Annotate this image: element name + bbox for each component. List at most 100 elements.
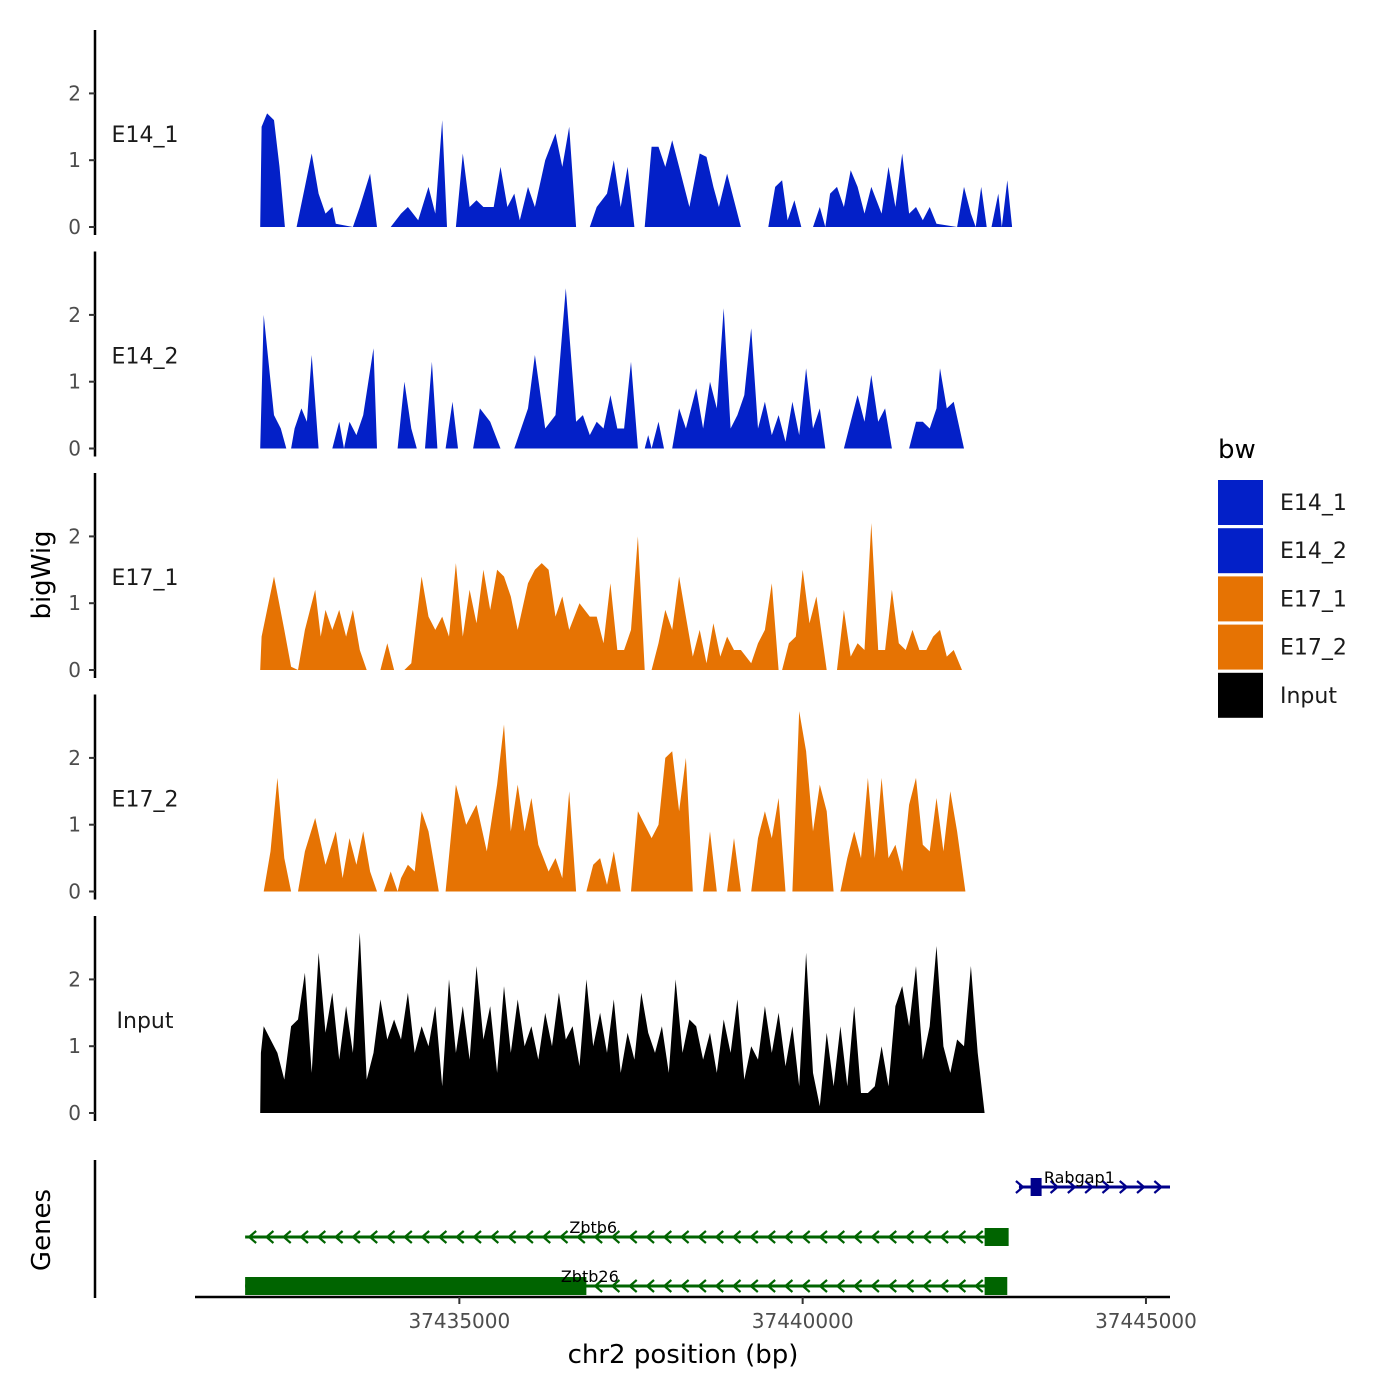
strand-arrow	[472, 1230, 482, 1244]
legend-label: E17_2	[1280, 636, 1347, 661]
track-label: E17_1	[112, 566, 179, 591]
y-tick-label: 0	[68, 1101, 81, 1125]
x-tick-label: 37435000	[408, 1309, 510, 1333]
strand-arrow	[714, 1230, 724, 1244]
strand-arrow	[904, 1279, 915, 1293]
y-tick-label: 2	[68, 303, 81, 327]
y-tick-label: 1	[68, 1034, 81, 1058]
coverage-area-E17_1	[260, 523, 962, 670]
gene-Rabgap1: Rabgap1	[1015, 1168, 1170, 1196]
x-tick-label: 37440000	[752, 1309, 854, 1333]
strand-arrow	[247, 1230, 257, 1244]
legend-swatch	[1218, 672, 1263, 718]
strand-arrow	[956, 1230, 967, 1244]
strand-arrow	[506, 1230, 517, 1244]
strand-arrow	[835, 1230, 846, 1244]
strand-arrow	[299, 1230, 309, 1244]
strand-arrow	[282, 1230, 292, 1244]
coverage-area-Input	[260, 932, 985, 1113]
y-tick-label: 1	[68, 148, 81, 172]
y-tick-label: 2	[68, 746, 81, 770]
strand-arrow	[489, 1230, 500, 1244]
track-Input: 0 1 2 Input	[68, 916, 985, 1125]
strand-arrow	[783, 1230, 794, 1244]
legend-title: bw	[1218, 435, 1256, 465]
gene-label: Zbtb26	[561, 1267, 619, 1286]
strand-arrow	[1101, 1180, 1112, 1194]
strand-arrow	[749, 1279, 759, 1293]
y-tick-label: 1	[68, 370, 81, 394]
legend-label: E14_1	[1280, 491, 1347, 516]
strand-arrow	[714, 1279, 724, 1293]
coverage-area-E14_1	[260, 113, 1013, 227]
strand-arrow	[593, 1230, 603, 1244]
exon	[984, 1277, 1008, 1295]
gene-label: Rabgap1	[1044, 1168, 1115, 1187]
strand-arrow	[731, 1279, 742, 1293]
strand-arrow	[455, 1230, 465, 1244]
strand-arrow	[697, 1230, 707, 1244]
y-tick-label: 1	[68, 813, 81, 837]
legend-swatch	[1218, 480, 1263, 525]
strand-arrow	[749, 1230, 759, 1244]
strand-arrow	[801, 1230, 811, 1244]
coverage-area-E17_2	[263, 711, 966, 892]
exon	[984, 1228, 1009, 1246]
genes-axis-title: Genes	[27, 1189, 57, 1271]
y-axis-title: bigWig	[27, 530, 57, 619]
y-tick-label: 0	[68, 658, 81, 682]
strand-arrow	[801, 1279, 811, 1293]
strand-arrow	[1084, 1180, 1094, 1194]
track-E14_1: 0 1 2 E14_1	[68, 30, 1013, 239]
strand-arrow	[939, 1279, 949, 1293]
strand-arrow	[1119, 1180, 1129, 1194]
y-tick-label: 0	[68, 215, 81, 239]
strand-arrow	[420, 1230, 430, 1244]
y-tick-label: 2	[68, 81, 81, 105]
strand-arrow	[610, 1230, 621, 1244]
strand-arrow	[541, 1230, 551, 1244]
gene-panel: Zbtb6 Zbtb26 Rabgap1	[93, 1160, 1170, 1298]
strand-arrow	[316, 1230, 327, 1244]
strand-arrow	[731, 1230, 742, 1244]
strand-arrow	[437, 1230, 448, 1244]
y-tick-label: 2	[68, 524, 81, 548]
legend-label: Input	[1280, 684, 1337, 709]
track-E14_2: 0 1 2 E14_2	[68, 251, 964, 461]
strand-arrow	[818, 1230, 828, 1244]
strand-arrow	[368, 1230, 378, 1244]
strand-arrow	[385, 1230, 396, 1244]
strand-arrow	[852, 1230, 863, 1244]
strand-arrow	[974, 1230, 984, 1244]
track-label: E14_1	[112, 123, 179, 148]
strand-arrow	[1015, 1180, 1025, 1194]
strand-arrow	[558, 1230, 569, 1244]
strand-arrow	[679, 1279, 690, 1293]
strand-arrow	[662, 1230, 673, 1244]
strand-arrow	[887, 1230, 897, 1244]
strand-arrow	[576, 1230, 586, 1244]
legend: bw E14_1 E14_2 E17_1 E17_2 Input	[1218, 435, 1347, 718]
track-label: E17_2	[112, 788, 179, 813]
gene-Zbtb6: Zbtb6	[245, 1218, 1009, 1246]
strand-arrow	[835, 1279, 846, 1293]
legend-swatch	[1218, 576, 1263, 622]
legend-label: E17_1	[1280, 587, 1347, 612]
strand-arrow	[403, 1230, 413, 1244]
legend-swatch	[1218, 528, 1263, 574]
track-panels: 0 1 2 E14_1 0 1 2 E14_2 0 1 2 E17_1 0 1 2 E17_2 0 1 2 Input	[68, 30, 1013, 1125]
strand-arrow	[645, 1279, 655, 1293]
x-axis: 37435000 37440000 37445000	[195, 1295, 1197, 1333]
strand-arrow	[610, 1279, 621, 1293]
strand-arrow	[1049, 1180, 1060, 1194]
strand-arrow	[1153, 1180, 1164, 1194]
strand-arrow	[904, 1230, 915, 1244]
strand-arrow	[887, 1279, 897, 1293]
track-E17_1: 0 1 2 E17_1	[68, 473, 962, 682]
strand-arrow	[697, 1279, 707, 1293]
strand-arrow	[264, 1230, 275, 1244]
gene-Zbtb26: Zbtb26	[245, 1267, 1008, 1295]
legend-swatch	[1218, 624, 1263, 670]
y-tick-label: 0	[68, 437, 81, 461]
